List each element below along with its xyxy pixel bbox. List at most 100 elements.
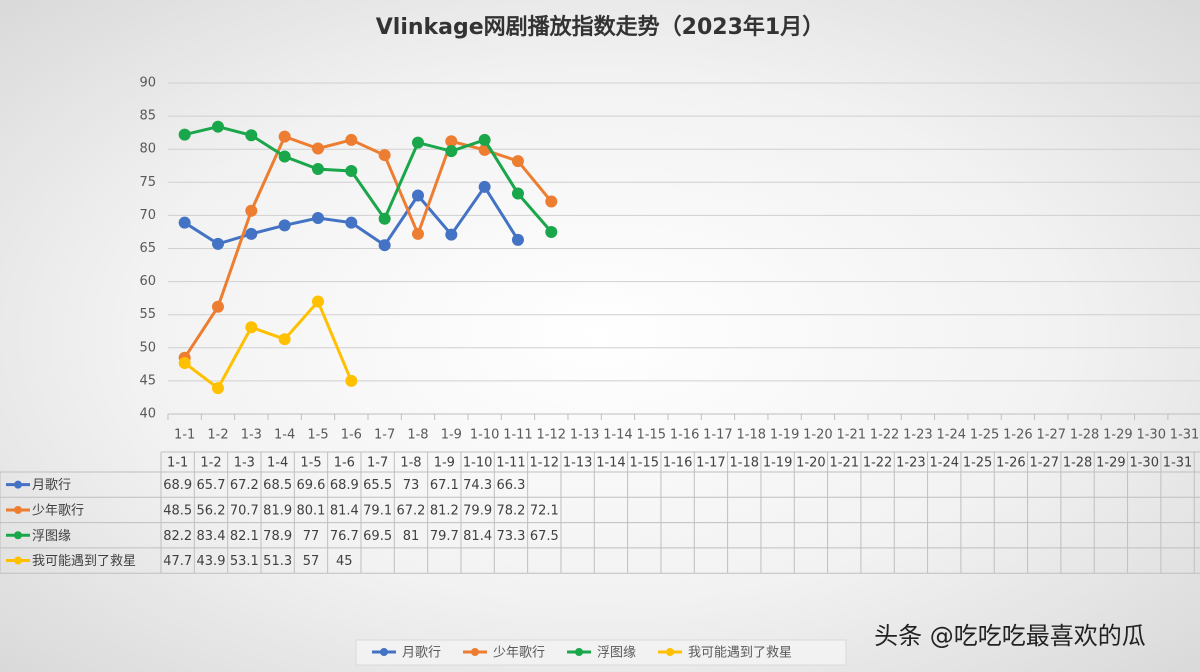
table-cell: 82.2: [163, 529, 192, 544]
point: [311, 142, 324, 155]
table-cell: 80.1: [297, 503, 326, 518]
y-tick-label: 45: [139, 373, 156, 388]
table-cell: 67.1: [430, 478, 459, 493]
table-header: 1-25: [963, 456, 993, 471]
x-tick-label: 1-31: [1170, 428, 1200, 443]
point: [245, 129, 258, 142]
table-header: 1-31: [1163, 456, 1193, 471]
point: [511, 187, 524, 200]
table-header: 1-13: [563, 456, 593, 471]
x-tick-label: 1-20: [803, 428, 833, 443]
table-header: 1-10: [463, 456, 493, 471]
y-tick-label: 40: [139, 407, 156, 422]
table-cell: 76.7: [330, 529, 359, 544]
table-cell: 81.9: [263, 503, 292, 518]
point: [345, 374, 358, 387]
x-tick-label: 1-5: [307, 428, 328, 443]
x-tick-label: 1-26: [1003, 428, 1033, 443]
x-tick-label: 1-7: [374, 428, 395, 443]
point: [245, 321, 258, 334]
point: [278, 130, 291, 143]
table-legend-label: 月歌行: [32, 478, 71, 493]
table-header: 1-23: [896, 456, 926, 471]
table-cell: 68.5: [263, 478, 292, 493]
point: [311, 212, 324, 225]
y-tick-label: 80: [139, 142, 156, 157]
table-legend-marker: [14, 505, 22, 514]
x-tick-label: 1-15: [637, 428, 667, 443]
table-cell: 69.5: [363, 529, 392, 544]
table-cell: 57: [303, 554, 320, 569]
point: [345, 165, 358, 178]
point: [311, 163, 324, 176]
x-tick-label: 1-13: [570, 428, 600, 443]
table-header: 1-15: [630, 456, 660, 471]
table-header: 1-9: [434, 456, 455, 471]
point: [511, 155, 524, 168]
x-tick-label: 1-12: [537, 428, 567, 443]
table-cell: 67.2: [396, 503, 425, 518]
legend-marker: [471, 648, 480, 656]
table-cell: 51.3: [263, 554, 292, 569]
point: [411, 227, 424, 240]
table-header: 1-26: [996, 456, 1026, 471]
point: [211, 237, 224, 250]
x-tick-label: 1-23: [903, 428, 933, 443]
table-cell: 78.2: [496, 503, 525, 518]
point: [445, 228, 458, 241]
table-cell: 53.1: [230, 554, 259, 569]
series-line: [183, 184, 520, 248]
table-cell: 79.1: [363, 503, 392, 518]
x-tick-label: 1-8: [407, 428, 428, 443]
y-tick-label: 55: [139, 307, 156, 322]
x-tick-label: 1-21: [837, 428, 867, 443]
table-header: 1-27: [1029, 456, 1059, 471]
x-tick-label: 1-9: [441, 428, 462, 443]
table-cell: 65.7: [197, 478, 226, 493]
point: [178, 357, 191, 370]
table-header: 1-17: [696, 456, 726, 471]
table-header: 1-1: [167, 456, 188, 471]
point: [478, 133, 491, 146]
table-cell: 79.9: [463, 503, 492, 518]
point: [311, 295, 324, 308]
point: [245, 204, 258, 217]
table-cell: 74.3: [463, 478, 492, 493]
x-tick-label: 1-28: [1070, 428, 1100, 443]
watermark: 头条 @吃吃吃最喜欢的瓜: [874, 622, 1146, 650]
legend-marker: [380, 648, 388, 656]
legend-marker: [666, 648, 675, 656]
table-cell: 79.7: [430, 529, 459, 544]
table-cell: 72.1: [530, 503, 559, 518]
x-tick-label: 1-18: [737, 428, 767, 443]
table-header: 1-4: [267, 456, 288, 471]
legend-label: 月歌行: [402, 646, 441, 661]
table-cell: 47.7: [163, 554, 192, 569]
table-header: 1-11: [496, 456, 526, 471]
x-tick-label: 1-3: [241, 428, 262, 443]
table-header: 1-29: [1096, 456, 1126, 471]
point: [478, 180, 491, 193]
table-header: 1-20: [796, 456, 826, 471]
table-header: 1-14: [596, 456, 626, 471]
y-tick-label: 60: [139, 274, 156, 289]
x-tick-label: 1-4: [274, 428, 295, 443]
table-cell: 48.5: [163, 503, 192, 518]
legend-box: [355, 639, 847, 666]
point: [345, 133, 358, 146]
table-cell: 70.7: [230, 503, 259, 518]
table-header: 1-2: [200, 456, 221, 471]
table-legend-label: 我可能遇到了救星: [32, 553, 136, 569]
point: [411, 136, 424, 149]
table-cell: 68.9: [163, 478, 192, 493]
point: [545, 225, 558, 238]
series-line: [183, 298, 353, 391]
table-cell: 81.4: [463, 529, 492, 544]
x-tick-label: 1-27: [1036, 428, 1066, 443]
y-tick-label: 85: [139, 109, 156, 124]
table-header: 1-12: [530, 456, 560, 471]
table-header: 1-3: [234, 456, 255, 471]
table-cell: 73.3: [496, 529, 525, 544]
table-header: 1-19: [763, 456, 793, 471]
table-header: 1-28: [1063, 456, 1093, 471]
